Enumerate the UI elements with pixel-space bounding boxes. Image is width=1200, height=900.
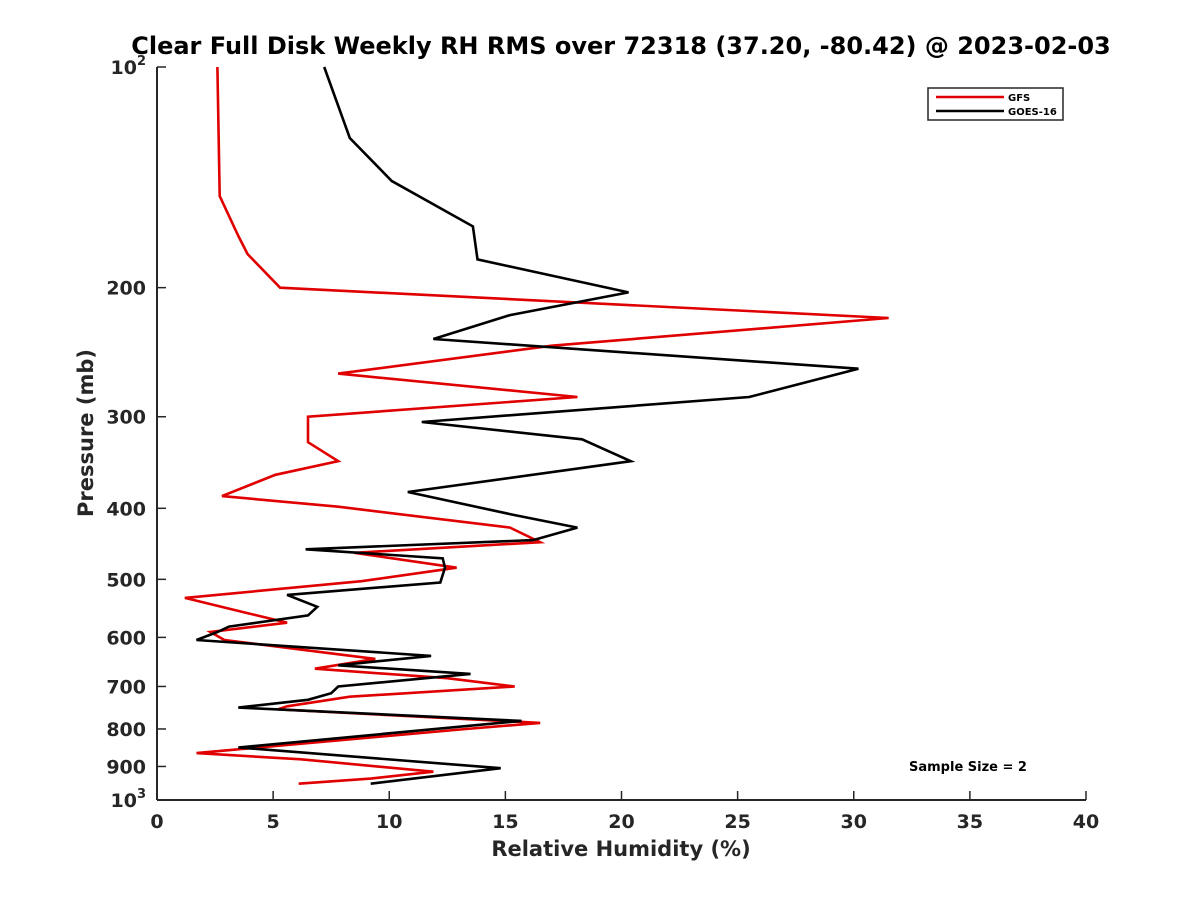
y-tick-label: 700	[106, 676, 146, 698]
x-tick-label: 30	[841, 811, 867, 833]
x-tick-label: 5	[267, 811, 280, 833]
y-tick-label: 400	[106, 498, 146, 520]
x-tick-label: 40	[1073, 811, 1099, 833]
y-tick-label: 300	[106, 407, 146, 429]
plot-area	[184, 66, 889, 785]
y-tick-label: 103	[111, 787, 147, 812]
y-tick-label: 200	[106, 278, 146, 300]
y-tick-label: 900	[106, 756, 146, 778]
chart-title: Clear Full Disk Weekly RH RMS over 72318…	[131, 32, 1111, 60]
sample-size-annotation: Sample Size = 2	[909, 760, 1027, 775]
y-tick-label: 800	[106, 719, 146, 741]
x-tick-label: 25	[724, 811, 750, 833]
x-tick-label: 10	[376, 811, 402, 833]
legend-label-goes16: GOES-16	[1008, 107, 1057, 118]
x-tick-label: 35	[957, 811, 983, 833]
y-axis-label: Pressure (mb)	[74, 349, 98, 517]
series-line-goes16	[196, 66, 859, 785]
x-tick-label: 15	[492, 811, 518, 833]
series-line-gfs	[184, 66, 889, 785]
y-tick-label: 102	[111, 54, 147, 79]
x-tick-label: 20	[608, 811, 634, 833]
legend: GFS GOES-16	[927, 87, 1064, 121]
legend-box	[927, 87, 1064, 121]
x-tick-label: 0	[150, 811, 163, 833]
x-axis-label: Relative Humidity (%)	[491, 837, 750, 861]
y-tick-label: 500	[106, 569, 146, 591]
x-ticks: 0 5 10 15 20 25 30 35 40	[150, 791, 1099, 833]
legend-label-gfs: GFS	[1008, 93, 1030, 104]
y-ticks: 102 200 300 400 500 600 700 800 900 103	[106, 54, 166, 812]
y-tick-label: 600	[106, 627, 146, 649]
